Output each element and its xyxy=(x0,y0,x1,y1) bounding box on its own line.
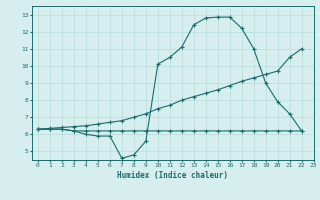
X-axis label: Humidex (Indice chaleur): Humidex (Indice chaleur) xyxy=(117,171,228,180)
